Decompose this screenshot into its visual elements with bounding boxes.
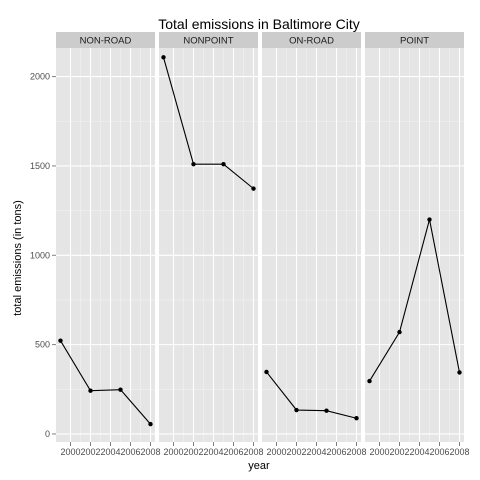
facet-strip-label: POINT	[400, 36, 429, 47]
x-tick-label: 2000	[60, 447, 80, 457]
x-axis-title: year	[248, 460, 270, 472]
data-point	[264, 369, 269, 375]
data-point	[294, 407, 299, 413]
data-point	[118, 387, 123, 392]
facet-strip	[56, 32, 155, 48]
facet-panel-nonpoint: NONPOINT 2000 2002 2004 2006 2008	[159, 32, 264, 457]
x-tick-label: 2002	[286, 447, 306, 457]
x-tick-label: 2000	[266, 447, 286, 457]
facet-strip-label: NON-ROAD	[80, 36, 132, 47]
data-point	[251, 186, 256, 191]
panel-background	[365, 48, 464, 442]
data-point	[191, 161, 196, 167]
series-line	[369, 219, 461, 382]
x-tick-label: 2006	[120, 447, 140, 457]
facet-panel-point: POINT 2000 2002 2004 2006 2008	[365, 32, 470, 457]
x-tick-label: 2006	[326, 447, 346, 457]
data-point	[324, 408, 329, 413]
data-point	[88, 388, 93, 393]
panel-background	[262, 48, 361, 442]
x-tick-label: 2000	[369, 447, 389, 457]
x-tick-label: 2006	[429, 447, 449, 457]
y-tick-label: 1500	[30, 161, 50, 171]
facet-panel-non-road: NON-ROAD 2000 2002 2004 2006 2008	[56, 32, 161, 457]
data-point	[397, 329, 402, 335]
x-tick-label: 2000	[163, 447, 183, 457]
facet-strip	[365, 32, 464, 48]
data-point	[221, 161, 226, 167]
panel-background	[56, 48, 155, 442]
facet-strip	[262, 32, 361, 48]
x-tick-label: 2002	[80, 447, 100, 457]
x-tick-label: 2008	[449, 447, 469, 457]
data-point	[457, 370, 462, 375]
y-axis: 0 500 1000 1500 2000	[30, 72, 56, 439]
x-tick-label: 2008	[243, 447, 263, 457]
series-line	[162, 57, 254, 190]
chart-title: Total emissions in Baltimore City	[158, 16, 360, 32]
y-tick-label: 2000	[30, 72, 50, 82]
data-point	[148, 421, 153, 427]
data-point	[354, 416, 359, 421]
x-tick-label: 2008	[346, 447, 366, 457]
facet-strip-label: NONPOINT	[183, 36, 233, 47]
data-point	[161, 55, 166, 60]
facet-panel-on-road: ON-ROAD 2000 2002 2004 2006 2008	[262, 32, 367, 457]
y-axis-title: total emissions (in tons)	[12, 200, 24, 316]
facet-strip-label: ON-ROAD	[289, 36, 334, 47]
x-tick-label: 2008	[140, 447, 160, 457]
panel-background	[159, 48, 258, 442]
data-point	[427, 217, 432, 222]
x-tick-label: 2004	[409, 447, 429, 457]
x-tick-label: 2002	[183, 447, 203, 457]
series-line	[266, 371, 357, 419]
x-tick-label: 2004	[306, 447, 326, 457]
y-tick-label: 1000	[30, 250, 50, 260]
x-tick-label: 2002	[389, 447, 409, 457]
data-point	[367, 378, 372, 384]
data-point	[58, 338, 63, 343]
x-tick-label: 2006	[223, 447, 243, 457]
series-line	[60, 340, 151, 425]
y-tick-label: 500	[35, 340, 50, 350]
facet-strip	[159, 32, 258, 48]
y-tick-label: 0	[45, 429, 50, 439]
x-tick-label: 2004	[203, 447, 223, 457]
x-tick-label: 2004	[100, 447, 120, 457]
